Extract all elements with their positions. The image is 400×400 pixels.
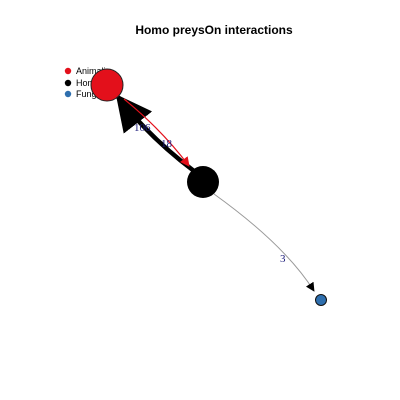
- legend-swatch-fungi: [64, 90, 72, 98]
- edge-label-animalia-homo: 18: [161, 138, 173, 150]
- edge-label-homo-animalia: 106: [134, 122, 151, 134]
- edge-animalia-homo: [123, 98, 190, 167]
- legend-label-animalia: Animalia: [76, 66, 111, 76]
- nodes: [90, 68, 327, 306]
- node-fungi: [315, 294, 327, 306]
- edges: [115, 94, 315, 292]
- edge-homo-animalia: [115, 94, 196, 173]
- legend-swatch-animalia: [64, 67, 72, 75]
- node-homo: [187, 166, 219, 198]
- legend-label-homo: Homo: [76, 78, 100, 88]
- node-animalia: [90, 68, 124, 102]
- legend: Animalia Homo Fungi: [64, 66, 111, 99]
- legend-swatch-homo: [64, 79, 72, 87]
- chart-title: Homo preysOn interactions: [135, 23, 293, 37]
- legend-label-fungi: Fungi: [76, 89, 99, 99]
- edge-homo-fungi: [213, 193, 315, 292]
- edge-label-homo-fungi: 3: [280, 253, 286, 265]
